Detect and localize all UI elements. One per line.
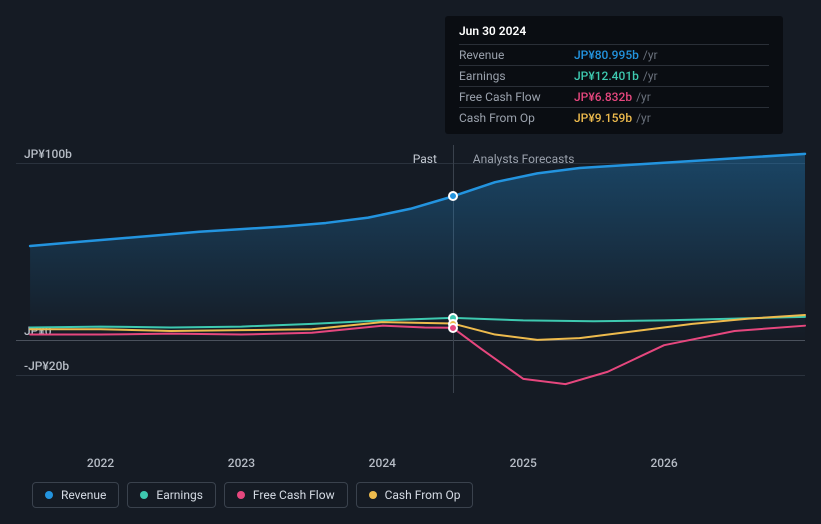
legend-item[interactable]: Cash From Op — [356, 482, 474, 508]
x-axis-label: 2023 — [228, 456, 255, 470]
legend-label: Cash From Op — [385, 488, 461, 502]
legend-item[interactable]: Free Cash Flow — [224, 482, 348, 508]
legend-dot — [237, 491, 245, 499]
legend-dot — [140, 491, 148, 499]
legend-label: Earnings — [156, 488, 203, 502]
tooltip-metric-label: Revenue — [459, 48, 574, 62]
tooltip-metric-label: Cash From Op — [459, 111, 574, 125]
legend-label: Revenue — [61, 488, 106, 502]
x-axis-label: 2025 — [510, 456, 537, 470]
legend-label: Free Cash Flow — [253, 488, 335, 502]
tooltip-metric-value: JP¥12.401b — [574, 69, 639, 83]
tooltip-metric-label: Free Cash Flow — [459, 90, 574, 104]
tooltip-row: RevenueJP¥80.995b/yr — [459, 44, 769, 65]
tooltip-metric-value: JP¥80.995b — [574, 48, 639, 62]
data-tooltip: Jun 30 2024 RevenueJP¥80.995b/yrEarnings… — [445, 16, 783, 134]
chart-lines — [16, 145, 805, 445]
tooltip-metric-value: JP¥6.832b — [574, 90, 632, 104]
legend-dot — [45, 491, 53, 499]
legend-item[interactable]: Earnings — [127, 482, 216, 508]
data-marker — [448, 191, 458, 201]
tooltip-metric-label: Earnings — [459, 69, 574, 83]
tooltip-unit: /yr — [643, 69, 658, 83]
tooltip-row: Cash From OpJP¥9.159b/yr — [459, 107, 769, 128]
legend-item[interactable]: Revenue — [32, 482, 119, 508]
tooltip-unit: /yr — [636, 90, 651, 104]
tooltip-row: Free Cash FlowJP¥6.832b/yr — [459, 86, 769, 107]
financial-chart: JP¥100bJP¥0-JP¥20b20222023202420252026 P… — [16, 0, 805, 524]
chart-legend: Revenue Earnings Free Cash Flow Cash From O… — [32, 482, 473, 508]
data-marker — [448, 323, 458, 333]
x-axis-label: 2024 — [369, 456, 396, 470]
x-axis-label: 2026 — [650, 456, 677, 470]
tooltip-date: Jun 30 2024 — [459, 24, 769, 44]
x-axis-label: 2022 — [87, 456, 114, 470]
tooltip-metric-value: JP¥9.159b — [574, 111, 632, 125]
tooltip-row: EarningsJP¥12.401b/yr — [459, 65, 769, 86]
tooltip-unit: /yr — [636, 111, 651, 125]
legend-dot — [369, 491, 377, 499]
tooltip-unit: /yr — [643, 48, 658, 62]
